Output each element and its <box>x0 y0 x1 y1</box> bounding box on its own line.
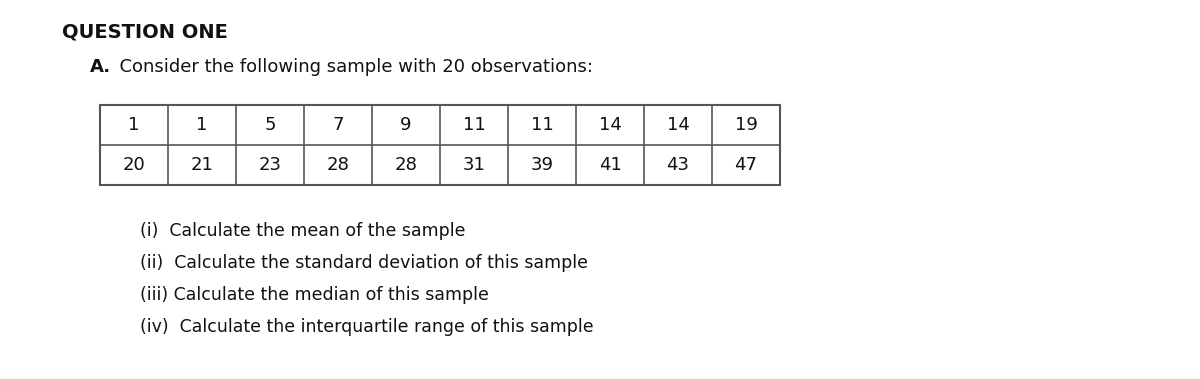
Text: 14: 14 <box>666 116 690 134</box>
Text: (iv)  Calculate the interquartile range of this sample: (iv) Calculate the interquartile range o… <box>140 318 594 336</box>
Bar <box>100 105 780 185</box>
Text: (iii) Calculate the median of this sample: (iii) Calculate the median of this sampl… <box>140 286 488 304</box>
Text: 11: 11 <box>530 116 553 134</box>
Text: 39: 39 <box>530 156 553 174</box>
Text: 14: 14 <box>599 116 622 134</box>
Text: 11: 11 <box>463 116 485 134</box>
Text: 28: 28 <box>395 156 418 174</box>
Text: 1: 1 <box>197 116 208 134</box>
Text: 5: 5 <box>264 116 276 134</box>
Text: 7: 7 <box>332 116 343 134</box>
Text: 9: 9 <box>401 116 412 134</box>
Text: 43: 43 <box>666 156 690 174</box>
Text: 31: 31 <box>462 156 486 174</box>
Text: Consider the following sample with 20 observations:: Consider the following sample with 20 ob… <box>108 58 593 76</box>
Text: (ii)  Calculate the standard deviation of this sample: (ii) Calculate the standard deviation of… <box>140 254 588 272</box>
Text: 47: 47 <box>734 156 757 174</box>
Text: 28: 28 <box>326 156 349 174</box>
Text: QUESTION ONE: QUESTION ONE <box>62 22 228 41</box>
Text: A.: A. <box>90 58 112 76</box>
Text: 41: 41 <box>599 156 622 174</box>
Text: (i)  Calculate the mean of the sample: (i) Calculate the mean of the sample <box>140 222 466 240</box>
Text: 19: 19 <box>734 116 757 134</box>
Text: 23: 23 <box>258 156 282 174</box>
Text: 1: 1 <box>128 116 139 134</box>
Text: 20: 20 <box>122 156 145 174</box>
Text: 21: 21 <box>191 156 214 174</box>
